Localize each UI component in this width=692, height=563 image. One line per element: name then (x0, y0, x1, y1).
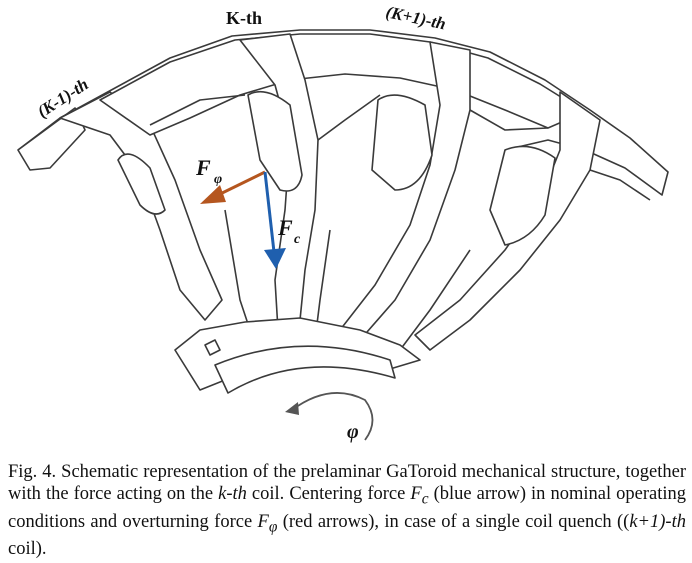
label-coil-k: K-th (226, 8, 262, 28)
rotation-arrow (291, 392, 374, 441)
caption-part1: Fig. 4. Schematic representation of the … (8, 462, 686, 504)
inner-rib-2 (317, 94, 381, 141)
opening-2 (247, 90, 303, 192)
caption-quench-ref: k+1)-th (629, 511, 686, 532)
caption-coil-ref: k-th (218, 484, 247, 504)
opening-3 (371, 94, 433, 191)
caption-part2: coil. Centering force (246, 484, 411, 504)
hub-notch (204, 339, 221, 356)
inner-rib-3 (469, 109, 549, 131)
force-phi-arrowhead (200, 185, 226, 204)
opening-1 (117, 153, 166, 215)
caption-part4: (red arrows), in case of a single coil q… (277, 511, 630, 532)
force-c-arrowhead (264, 248, 286, 269)
hub-base (214, 345, 396, 394)
inner-rib-1 (149, 94, 246, 126)
inner-rib-7 (589, 169, 651, 201)
force-c-arrow-shaft (263, 171, 276, 253)
gatoroid-structure-diagram: (K-1)-th K-th (K+1)-th F φ F c φ (17, 2, 669, 443)
label-force-c: F (277, 215, 293, 240)
caption-fphi-symbol: F (257, 511, 269, 532)
label-force-phi-sub: φ (214, 172, 222, 187)
caption-fc-symbol: F (410, 484, 422, 504)
caption-part5: coil). (8, 539, 47, 560)
caption-fphi-sub: φ (268, 518, 278, 536)
rotation-arrowhead (285, 402, 299, 415)
inner-rib-4 (224, 209, 251, 331)
figure-caption: Fig. 4. Schematic representation of the … (8, 461, 686, 560)
caption-fc-sub: c (421, 490, 429, 508)
label-coil-next: (K+1)-th (384, 2, 447, 33)
label-force-c-sub: c (294, 232, 301, 247)
label-force-phi: F (195, 155, 211, 180)
inner-rib-6 (399, 249, 471, 351)
label-angle-phi: φ (347, 421, 359, 443)
caption-part3: (blue arrow) in nominal operating condit… (8, 484, 687, 532)
opening-4 (489, 145, 556, 246)
